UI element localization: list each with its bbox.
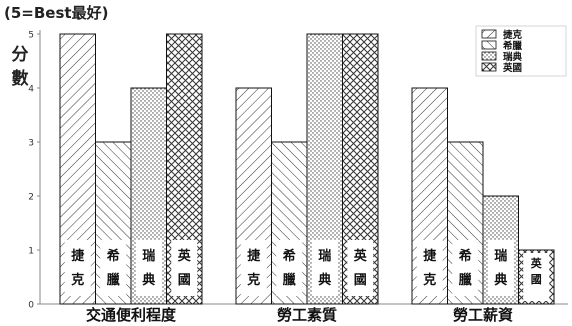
bar-label-char: 捷 (423, 248, 437, 264)
bar-label-char: 英 (353, 248, 368, 264)
y-tick-label: 2 (28, 193, 34, 203)
bar-label-char: 臘 (283, 272, 296, 288)
bar-label-char: 克 (71, 272, 84, 288)
legend-label: 瑞典 (503, 51, 523, 63)
y-tick-label: 0 (28, 301, 34, 311)
bar-label-char: 臘 (107, 272, 120, 288)
bar-label-char: 希 (459, 248, 472, 264)
legend-label: 捷克 (503, 29, 523, 41)
bar-label-char: 希 (283, 248, 296, 264)
bar-label-bg (311, 240, 338, 296)
y-tick-label: 4 (28, 85, 34, 95)
bar-label-char: 典 (318, 272, 331, 288)
bar-label-bg (100, 240, 127, 296)
bar-label-char: 希 (107, 248, 120, 264)
legend-swatch (481, 51, 497, 61)
bar-label-char: 瑞 (494, 248, 507, 264)
legend-label: 希臘 (503, 40, 523, 52)
legend-swatch (481, 29, 497, 39)
bar-label-bg (171, 240, 198, 296)
legend-swatch (481, 62, 497, 72)
bar-label-char: 英 (177, 248, 192, 264)
x-category-label: 勞工素質 (277, 306, 337, 324)
y-axis-label-char-1: 分 (11, 45, 29, 65)
bar-label-bg (523, 253, 550, 301)
bar-label-bg (64, 240, 91, 296)
bar-label-bg (276, 240, 303, 296)
legend-label: 英國 (503, 62, 522, 74)
x-category-label: 勞工薪資 (453, 306, 513, 324)
bar-label-bg (487, 240, 514, 296)
y-tick-label: 1 (28, 247, 34, 257)
bar-label-char: 國 (354, 273, 367, 288)
y-tick-label: 5 (28, 31, 34, 41)
bar-label-char: 捷 (247, 248, 261, 264)
bar-label-bg (347, 240, 374, 296)
legend-swatch (481, 40, 497, 50)
bar-label-bg (135, 240, 162, 296)
bar-label-char: 英 (530, 256, 543, 270)
bar-label-char: 克 (423, 272, 436, 288)
scale-note: (5=Best最好) (4, 4, 109, 22)
bar-label-char: 國 (531, 273, 542, 286)
bar-label-char: 典 (494, 272, 507, 288)
y-tick-label: 3 (28, 139, 34, 149)
bar-label-char: 瑞 (318, 248, 331, 264)
y-axis-label-char-2: 數 (11, 69, 29, 89)
bar-label-char: 典 (142, 272, 155, 288)
bar-label-char: 國 (178, 273, 191, 288)
bar-label-char: 瑞 (142, 248, 155, 264)
x-category-label: 交通便利程度 (86, 306, 177, 324)
bar-label-char: 臘 (459, 272, 472, 288)
bar-label-bg (416, 240, 443, 296)
bar-label-bg (452, 240, 479, 296)
bar-label-char: 捷 (71, 248, 85, 264)
bar-label-char: 克 (247, 272, 260, 288)
bar-label-bg (240, 240, 267, 296)
